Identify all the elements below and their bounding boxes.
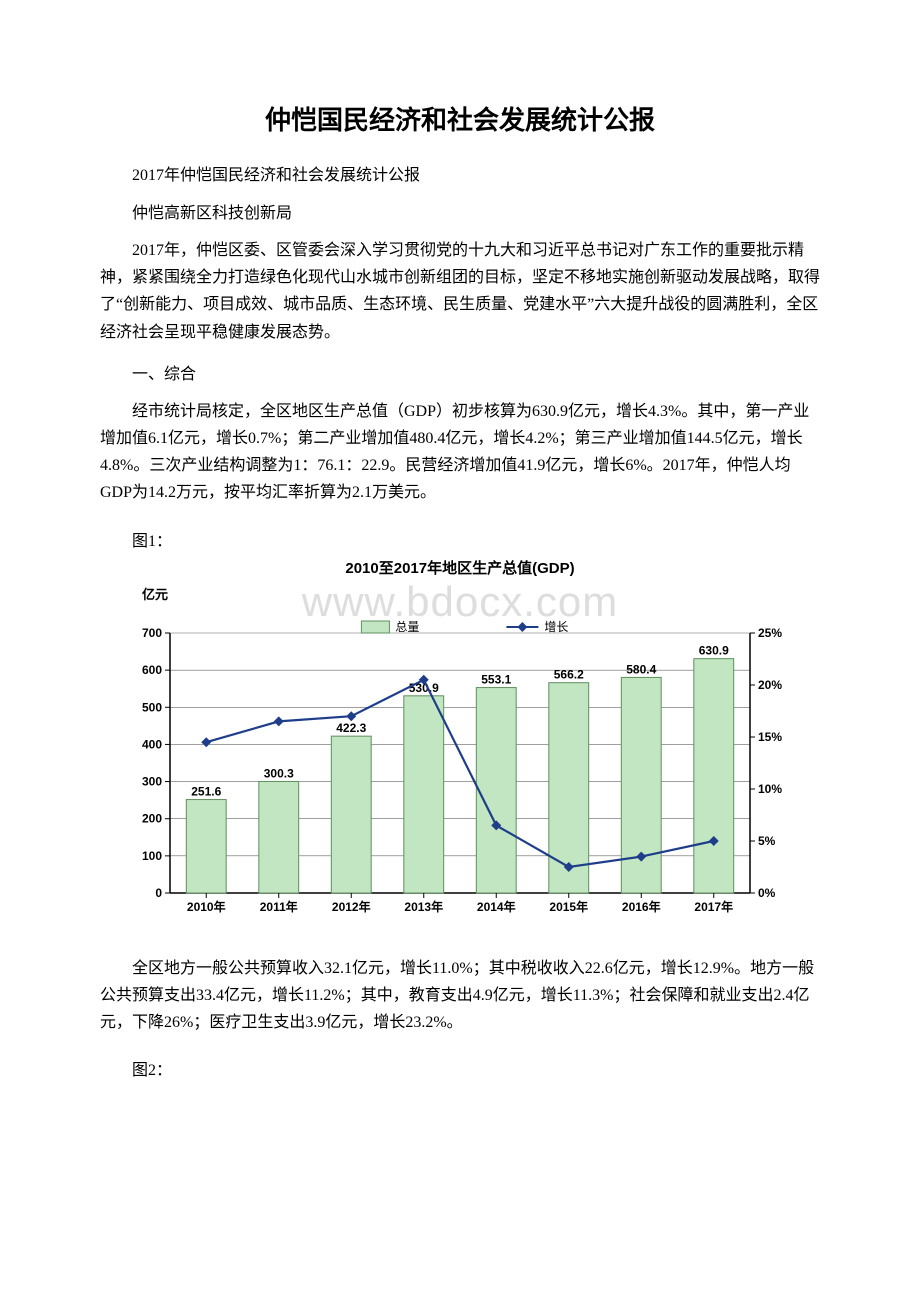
svg-text:2010年: 2010年 (187, 899, 226, 914)
svg-text:2014年: 2014年 (477, 899, 516, 914)
svg-text:200: 200 (142, 811, 162, 825)
svg-text:10%: 10% (758, 782, 782, 796)
svg-text:2013年: 2013年 (404, 899, 443, 914)
svg-text:251.6: 251.6 (191, 784, 221, 798)
svg-text:2012年: 2012年 (332, 899, 371, 914)
figure-2-label: 图2： (100, 1056, 820, 1080)
figure-1-label: 图1： (100, 527, 820, 551)
svg-text:580.4: 580.4 (626, 662, 656, 676)
svg-text:增长: 增长 (544, 620, 568, 634)
svg-text:2011年: 2011年 (260, 899, 298, 914)
svg-text:400: 400 (142, 737, 162, 751)
svg-text:630.9: 630.9 (699, 643, 729, 657)
subtitle-line: 2017年仲恺国民经济和社会发展统计公报 (100, 161, 820, 185)
svg-text:0%: 0% (758, 886, 776, 900)
svg-text:500: 500 (142, 700, 162, 714)
budget-paragraph: 全区地方一般公共预算收入32.1亿元，增长11.0%；其中税收收入22.6亿元，… (100, 955, 820, 1037)
intro-paragraph: 2017年，仲恺区委、区管委会深入学习贯彻党的十九大和习近平总书记对广东工作的重… (100, 237, 820, 346)
svg-text:100: 100 (142, 848, 162, 862)
svg-text:2017年: 2017年 (694, 899, 733, 914)
svg-text:25%: 25% (758, 626, 782, 640)
chart-title: 2010至2017年地区生产总值(GDP) (100, 557, 820, 578)
svg-text:422.3: 422.3 (336, 721, 366, 735)
svg-text:300.3: 300.3 (264, 766, 294, 780)
svg-text:553.1: 553.1 (481, 672, 511, 686)
section-heading-1: 一、综合 (100, 360, 820, 384)
chart-y-unit: 亿元 (142, 584, 820, 603)
gdp-paragraph: 经市统计局核定，全区地区生产总值（GDP）初步核算为630.9亿元，增长4.3%… (100, 398, 820, 507)
svg-text:300: 300 (142, 774, 162, 788)
svg-text:2016年: 2016年 (622, 899, 661, 914)
svg-text:700: 700 (142, 626, 162, 640)
svg-text:总量: 总量 (395, 620, 419, 634)
svg-text:5%: 5% (758, 834, 776, 848)
svg-text:15%: 15% (758, 730, 782, 744)
chart-svg: 0 100 200 300 400 500 600 700 0% 5% 10% 15% 20% 25% 25… (100, 605, 820, 935)
svg-text:20%: 20% (758, 678, 782, 692)
svg-text:566.2: 566.2 (554, 667, 584, 681)
svg-text:2015年: 2015年 (549, 899, 588, 914)
org-line: 仲恺高新区科技创新局 (100, 199, 820, 223)
page-title: 仲恺国民经济和社会发展统计公报 (100, 100, 820, 137)
gdp-chart: 2010至2017年地区生产总值(GDP) 亿元 0 100 200 300 400 50… (100, 557, 820, 935)
svg-text:0: 0 (155, 886, 162, 900)
svg-text:600: 600 (142, 663, 162, 677)
